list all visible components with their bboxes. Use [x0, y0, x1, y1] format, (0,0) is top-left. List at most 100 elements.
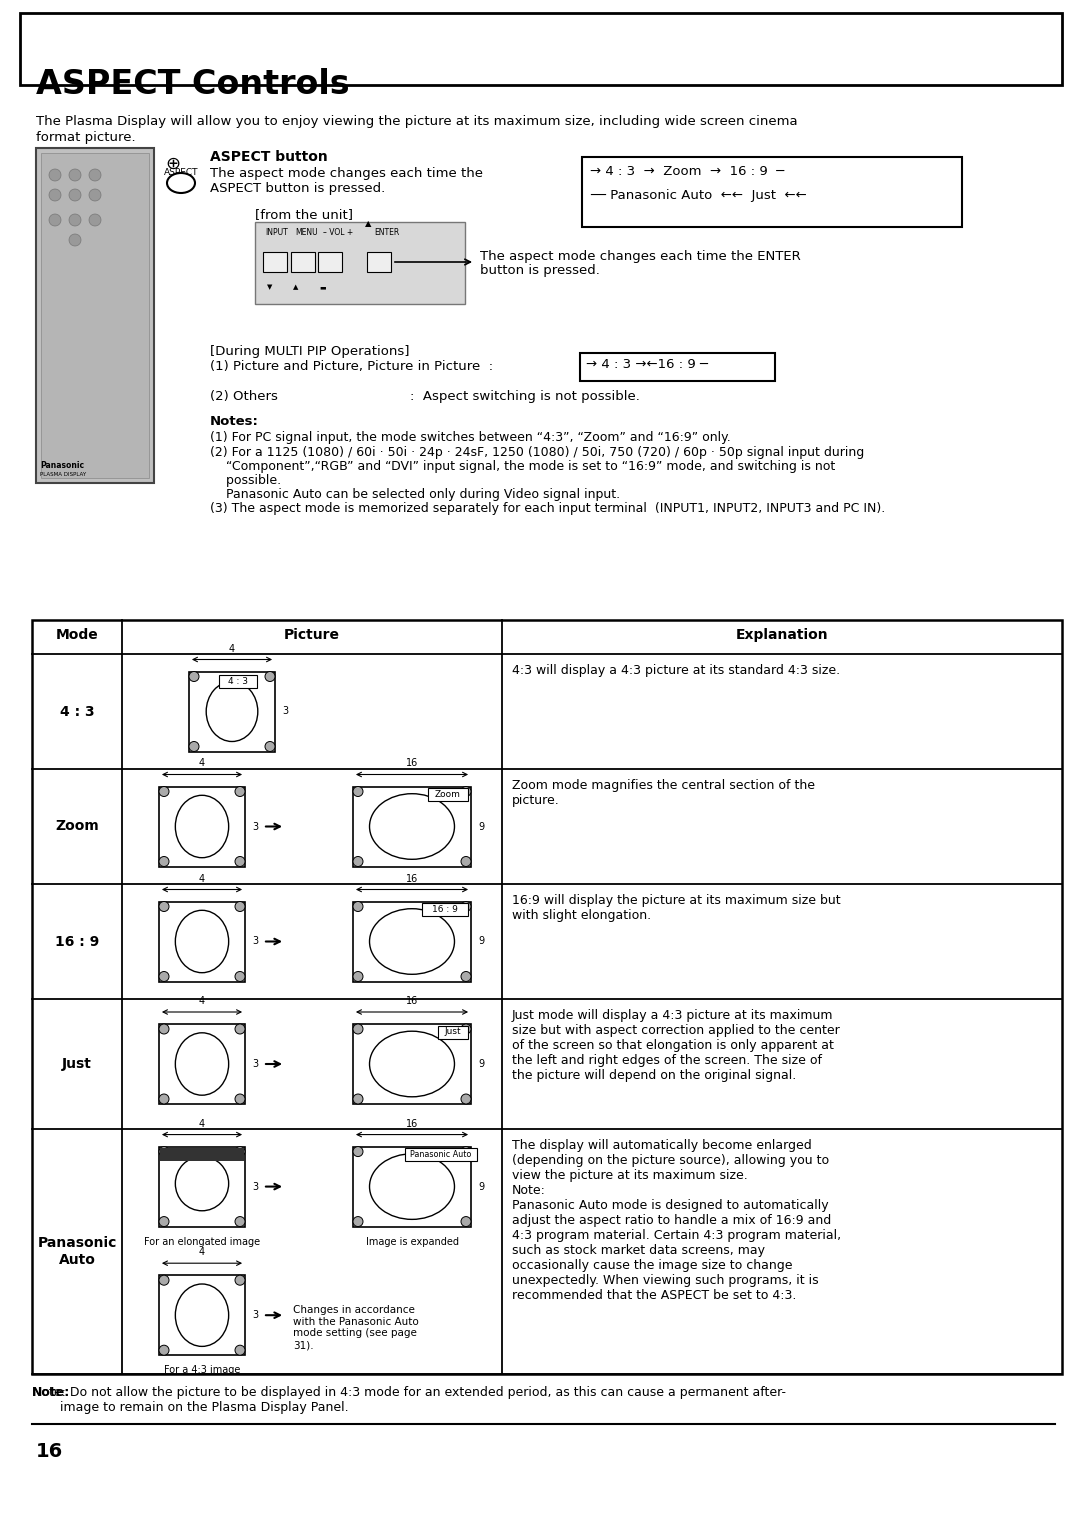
- Text: 4:3 will display a 4:3 picture at its standard 4:3 size.: 4:3 will display a 4:3 picture at its st…: [512, 665, 840, 677]
- Circle shape: [159, 1146, 168, 1157]
- Text: 4: 4: [199, 758, 205, 769]
- Circle shape: [353, 902, 363, 912]
- Text: Zoom: Zoom: [55, 819, 99, 833]
- Circle shape: [353, 1024, 363, 1034]
- Circle shape: [189, 741, 199, 752]
- Text: Note:: Note:: [32, 1386, 70, 1400]
- Ellipse shape: [369, 1031, 455, 1097]
- Circle shape: [235, 1024, 245, 1034]
- Text: 3: 3: [252, 822, 258, 831]
- Text: [from the unit]: [from the unit]: [255, 208, 353, 222]
- Bar: [159, 1024, 245, 1105]
- Text: 3: 3: [252, 1059, 258, 1070]
- Circle shape: [49, 189, 60, 202]
- Text: ▼: ▼: [267, 284, 272, 290]
- Circle shape: [235, 902, 245, 912]
- Text: 9: 9: [478, 822, 484, 831]
- Circle shape: [69, 234, 81, 246]
- Text: Picture: Picture: [284, 628, 340, 642]
- Text: 16: 16: [406, 874, 418, 883]
- Text: 9: 9: [478, 1059, 484, 1070]
- Bar: [32, 620, 1062, 1374]
- Text: (2) For a 1125 (1080) / 60i · 50i · 24p · 24sF, 1250 (1080) / 50i, 750 (720) / 6: (2) For a 1125 (1080) / 60i · 50i · 24p …: [210, 446, 864, 458]
- Bar: [422, 903, 468, 915]
- Text: 4: 4: [199, 1247, 205, 1258]
- Text: ▬: ▬: [319, 284, 326, 290]
- Circle shape: [159, 972, 168, 981]
- Text: “Component”,“RGB” and “DVI” input signal, the mode is set to “16:9” mode, and sw: “Component”,“RGB” and “DVI” input signal…: [210, 460, 835, 474]
- Circle shape: [49, 170, 60, 180]
- Circle shape: [235, 1216, 245, 1227]
- Bar: [318, 252, 342, 272]
- Bar: [189, 671, 275, 752]
- Text: ASPECT Controls: ASPECT Controls: [36, 69, 350, 101]
- Bar: [405, 1148, 477, 1161]
- Text: ASPECT button is pressed.: ASPECT button is pressed.: [210, 182, 386, 196]
- Circle shape: [461, 857, 471, 866]
- Bar: [353, 1146, 471, 1227]
- Text: Image is expanded: Image is expanded: [365, 1236, 459, 1247]
- Text: (3) The aspect mode is memorized separately for each input terminal  (INPUT1, IN: (3) The aspect mode is memorized separat…: [210, 503, 886, 515]
- Text: image to remain on the Plasma Display Panel.: image to remain on the Plasma Display Pa…: [32, 1401, 349, 1413]
- Circle shape: [353, 972, 363, 981]
- Text: ▲: ▲: [365, 219, 372, 228]
- Bar: [219, 675, 257, 688]
- Text: ENTER: ENTER: [374, 228, 400, 237]
- Circle shape: [235, 1345, 245, 1355]
- Text: MENU: MENU: [295, 228, 318, 237]
- Text: ⊕: ⊕: [165, 154, 180, 173]
- Circle shape: [159, 787, 168, 796]
- Circle shape: [353, 787, 363, 796]
- Text: 16 : 9: 16 : 9: [55, 935, 99, 949]
- Text: → 4 : 3 →←16 : 9 ─: → 4 : 3 →←16 : 9 ─: [586, 358, 708, 371]
- Bar: [159, 1276, 245, 1355]
- Text: Panasonic Auto: Panasonic Auto: [410, 1151, 472, 1160]
- Text: The Plasma Display will allow you to enjoy viewing the picture at its maximum si: The Plasma Display will allow you to enj…: [36, 115, 798, 128]
- Bar: [21, 14, 1062, 86]
- Bar: [428, 788, 468, 801]
- Text: 4 : 3: 4 : 3: [228, 677, 248, 686]
- Bar: [353, 787, 471, 866]
- Text: 3: 3: [252, 1309, 258, 1320]
- Text: 3: 3: [252, 937, 258, 946]
- Circle shape: [265, 671, 275, 681]
- Text: The aspect mode changes each time the: The aspect mode changes each time the: [210, 167, 483, 180]
- Text: Note: Do not allow the picture to be displayed in 4:3 mode for an extended perio: Note: Do not allow the picture to be dis…: [32, 1386, 786, 1400]
- Ellipse shape: [369, 793, 455, 859]
- Text: 9: 9: [478, 937, 484, 946]
- Circle shape: [69, 189, 81, 202]
- Text: (1) Picture and Picture, Picture in Picture  :: (1) Picture and Picture, Picture in Pict…: [210, 361, 494, 373]
- Text: Changes in accordance
with the Panasonic Auto
mode setting (see page
31).: Changes in accordance with the Panasonic…: [293, 1305, 419, 1351]
- Circle shape: [353, 1094, 363, 1105]
- Circle shape: [159, 1276, 168, 1285]
- Text: 16: 16: [406, 1118, 418, 1129]
- Circle shape: [89, 170, 102, 180]
- Circle shape: [461, 902, 471, 912]
- Bar: [255, 222, 465, 304]
- Text: Panasonic: Panasonic: [40, 461, 84, 471]
- Text: format picture.: format picture.: [36, 131, 136, 144]
- Circle shape: [265, 741, 275, 752]
- Text: Zoom mode magnifies the central section of the
picture.: Zoom mode magnifies the central section …: [512, 779, 815, 807]
- Circle shape: [353, 857, 363, 866]
- Text: For a 4:3 image: For a 4:3 image: [164, 1365, 240, 1375]
- Text: 4: 4: [199, 1118, 205, 1129]
- Text: PLASMA DISPLAY: PLASMA DISPLAY: [40, 472, 86, 477]
- Circle shape: [159, 902, 168, 912]
- Text: 16: 16: [406, 758, 418, 769]
- Text: 3: 3: [252, 1181, 258, 1192]
- Ellipse shape: [369, 1154, 455, 1219]
- Circle shape: [159, 857, 168, 866]
- Text: 4: 4: [199, 874, 205, 883]
- Text: 16: 16: [36, 1442, 64, 1461]
- Text: possible.: possible.: [210, 474, 281, 487]
- Circle shape: [461, 1094, 471, 1105]
- Ellipse shape: [175, 1033, 229, 1096]
- Text: (2) Others: (2) Others: [210, 390, 278, 403]
- Bar: [438, 1025, 468, 1039]
- Text: Just: Just: [445, 1027, 461, 1036]
- Ellipse shape: [175, 1284, 229, 1346]
- Circle shape: [461, 972, 471, 981]
- Ellipse shape: [175, 1157, 229, 1210]
- Bar: [580, 353, 775, 380]
